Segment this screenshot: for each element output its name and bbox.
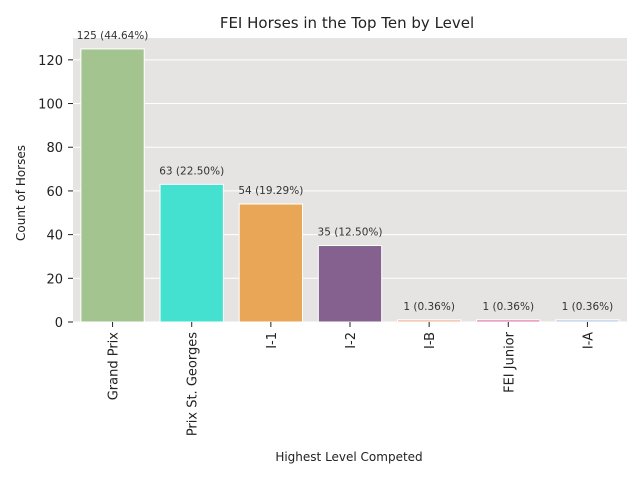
bar-value-label: 63 (22.50%) [159, 165, 224, 177]
bar-value-label: 1 (0.36%) [482, 301, 534, 313]
x-tick-label: I-1 [265, 332, 280, 349]
x-tick-label: I-A [581, 332, 596, 349]
bar [80, 48, 145, 323]
y-tick-label: 60 [46, 185, 63, 200]
x-axis: Grand Prix Prix St. Georges I-1 I-2 I-B FEI J… [107, 322, 596, 436]
y-tick-label: 100 [38, 98, 63, 113]
x-tick-label: I-B [423, 332, 438, 349]
y-tick-label: 120 [38, 54, 63, 69]
bar [317, 245, 383, 323]
y-tick-label: 0 [55, 316, 63, 331]
bar-value-label: 125 (44.64%) [77, 30, 149, 42]
bar-value-label: 54 (19.29%) [238, 185, 303, 197]
y-tick-label: 20 [46, 272, 63, 287]
y-tick-label: 40 [46, 229, 63, 244]
y-axis-label: Count of Horses [14, 145, 28, 241]
x-tick-label: Grand Prix [107, 332, 122, 401]
x-tick-label: FEI Junior [502, 331, 517, 393]
y-tick-label: 80 [46, 141, 63, 156]
x-tick-label: Prix St. Georges [186, 332, 201, 436]
bar [476, 319, 541, 323]
bar-value-label: 35 (12.50%) [318, 227, 383, 239]
bar-value-label: 1 (0.36%) [403, 301, 455, 313]
bar [238, 203, 304, 323]
x-tick-label: I-2 [344, 332, 359, 349]
y-axis: 0 20 40 60 80 100 120 [38, 54, 73, 331]
bar [555, 319, 620, 323]
chart-title: FEI Horses in the Top Ten by Level [220, 14, 474, 32]
x-axis-label: Highest Level Competed [275, 450, 422, 464]
bar-value-label: 1 (0.36%) [562, 301, 614, 313]
bar [396, 319, 462, 323]
bar-value-labels: 125 (44.64%) 63 (22.50%) 54 (19.29%) 35 (12… [77, 30, 613, 313]
bar [159, 183, 224, 323]
